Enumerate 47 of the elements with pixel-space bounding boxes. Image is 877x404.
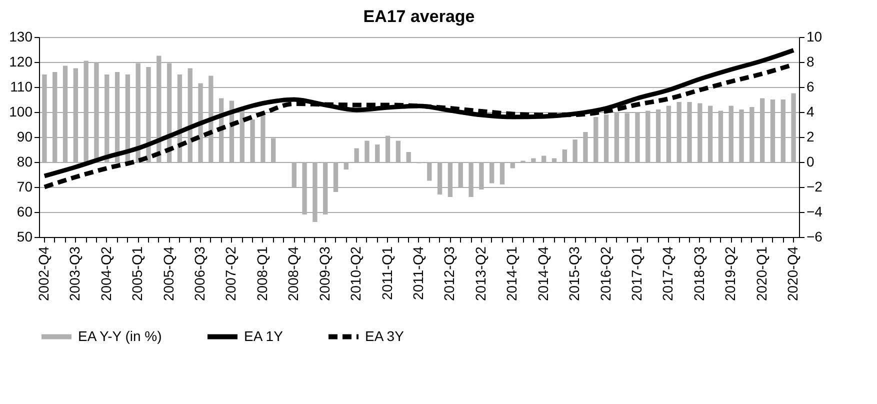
x-tick-label: 2015-Q3 (566, 246, 582, 301)
x-tick-label: 2017-Q1 (628, 246, 644, 301)
x-tick-label: 2003-Q3 (66, 246, 83, 301)
x-tick-label: 2009-Q3 (316, 246, 332, 301)
legend-label: EA 1Y (244, 328, 284, 344)
x-tick-label: 2006-Q3 (192, 246, 208, 301)
y2-tick-label: −2 (806, 178, 823, 194)
x-tick-label: 2014-Q1 (504, 246, 520, 301)
y2-tick-label: 0 (806, 154, 814, 170)
x-tick-label: 2018-Q3 (690, 246, 707, 301)
x-tick-label: 2005-Q4 (160, 246, 176, 301)
y-tick-label: 50 (16, 228, 33, 244)
y2-tick-label: 6 (806, 78, 814, 94)
x-tick-label: 2005-Q1 (129, 246, 146, 301)
x-tick-label: 2019-Q2 (722, 246, 738, 301)
y-tick-label: 90 (16, 128, 33, 144)
x-tick-label: 2020-Q1 (753, 246, 770, 301)
x-tick-label: 2011-Q4 (410, 246, 426, 300)
y2-tick-label: 2 (806, 128, 814, 144)
y-tick-label: 110 (10, 78, 33, 94)
y2-tick-label: −4 (806, 204, 823, 220)
x-tick-label: 2011-Q1 (378, 246, 395, 300)
y2-tick-label: 10 (806, 28, 822, 44)
y2-tick-label: 8 (806, 54, 814, 70)
x-tick-label: 2017-Q4 (660, 246, 676, 301)
legend-label: EA 3Y (365, 328, 405, 344)
y-tick-label: 100 (9, 104, 33, 120)
y2-tick-label: −6 (806, 228, 823, 244)
x-tick-label: 2008-Q1 (254, 246, 270, 301)
x-tick-label: 2007-Q2 (222, 246, 239, 301)
x-tick-label: 2002-Q4 (35, 246, 52, 301)
y-tick-label: 70 (16, 178, 33, 194)
x-tick-label: 2008-Q4 (285, 246, 302, 301)
y-tick-label: 120 (9, 54, 33, 70)
x-tick-label: 2012-Q3 (441, 246, 458, 301)
x-tick-label: 2010-Q2 (348, 246, 364, 301)
x-tick-label: 2004-Q2 (98, 246, 114, 301)
y-tick-label: 80 (16, 154, 33, 170)
chart-title: EA17 average (363, 7, 475, 26)
x-tick-label: 2014-Q4 (534, 246, 551, 301)
y-tick-label: 130 (9, 28, 33, 44)
y2-tick-label: 4 (806, 104, 814, 120)
x-tick-label: 2013-Q2 (472, 246, 488, 301)
legend-label: EA Y-Y (in %) (78, 328, 162, 344)
x-tick-label: 2016-Q2 (597, 246, 614, 301)
y-tick-label: 60 (16, 204, 33, 220)
x-tick-label: 2020-Q4 (784, 246, 801, 301)
